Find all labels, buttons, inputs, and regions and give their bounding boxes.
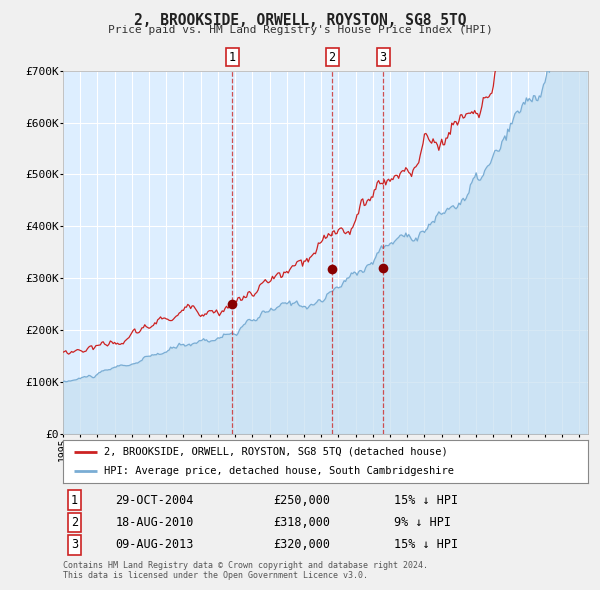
Text: Price paid vs. HM Land Registry's House Price Index (HPI): Price paid vs. HM Land Registry's House … — [107, 25, 493, 35]
Text: 2, BROOKSIDE, ORWELL, ROYSTON, SG8 5TQ: 2, BROOKSIDE, ORWELL, ROYSTON, SG8 5TQ — [134, 13, 466, 28]
Text: Contains HM Land Registry data © Crown copyright and database right 2024.
This d: Contains HM Land Registry data © Crown c… — [63, 560, 428, 580]
Text: £320,000: £320,000 — [273, 539, 330, 552]
Text: 29-OCT-2004: 29-OCT-2004 — [115, 494, 194, 507]
Text: 2: 2 — [328, 51, 335, 64]
Text: £318,000: £318,000 — [273, 516, 330, 529]
Text: 18-AUG-2010: 18-AUG-2010 — [115, 516, 194, 529]
Text: 2, BROOKSIDE, ORWELL, ROYSTON, SG8 5TQ (detached house): 2, BROOKSIDE, ORWELL, ROYSTON, SG8 5TQ (… — [104, 447, 448, 457]
Text: 2: 2 — [71, 516, 78, 529]
Text: £250,000: £250,000 — [273, 494, 330, 507]
Text: 09-AUG-2013: 09-AUG-2013 — [115, 539, 194, 552]
Text: 3: 3 — [380, 51, 387, 64]
Text: 15% ↓ HPI: 15% ↓ HPI — [394, 494, 458, 507]
Text: 1: 1 — [71, 494, 78, 507]
Text: 1: 1 — [229, 51, 236, 64]
Text: 9% ↓ HPI: 9% ↓ HPI — [394, 516, 451, 529]
Text: HPI: Average price, detached house, South Cambridgeshire: HPI: Average price, detached house, Sout… — [104, 466, 454, 476]
Text: 15% ↓ HPI: 15% ↓ HPI — [394, 539, 458, 552]
Text: 3: 3 — [71, 539, 78, 552]
